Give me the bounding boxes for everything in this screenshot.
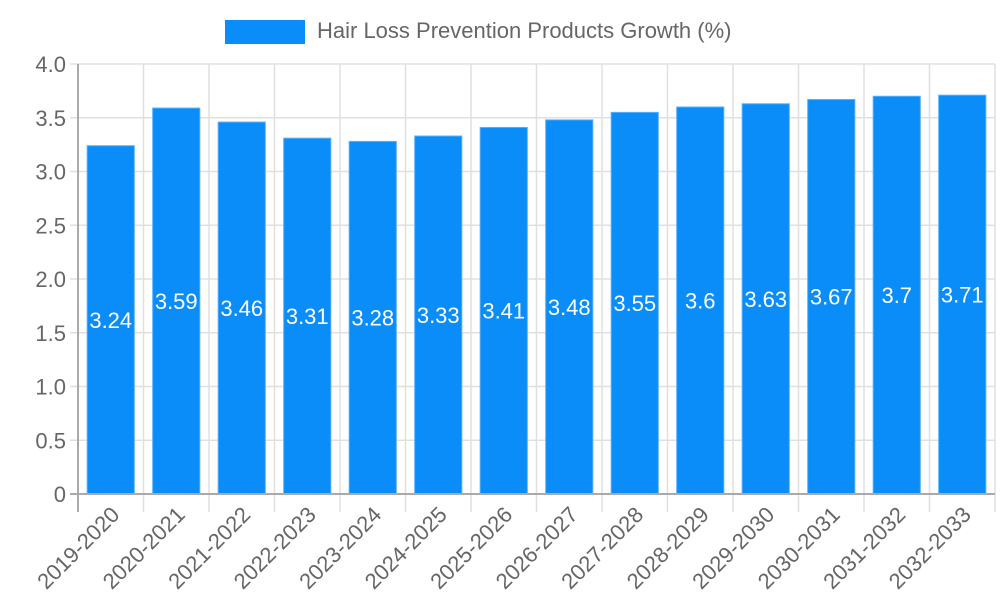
bar [545,119,594,495]
legend-label: Hair Loss Prevention Products Growth (%) [317,18,732,43]
bar [938,94,987,495]
bar [217,121,266,495]
data-label: 3.67 [810,285,853,310]
bar [414,135,463,495]
bar [283,137,332,495]
bars [86,94,987,495]
data-label: 3.31 [286,304,329,329]
bar [741,103,790,495]
bar [152,107,201,495]
data-label: 3.46 [220,296,263,321]
bar [872,95,921,495]
y-tick-label: 4.0 [35,52,66,77]
y-tick-label: 0 [54,482,66,507]
y-tick-label: 1.0 [35,375,66,400]
bar [676,106,725,495]
data-label: 3.48 [548,295,591,320]
grid-lines [70,63,996,512]
chart-legend[interactable]: Hair Loss Prevention Products Growth (%) [0,0,1000,60]
data-label: 3.24 [89,308,132,333]
y-tick-label: 0.5 [35,428,66,453]
data-label: 3.7 [881,283,912,308]
y-axis-ticks: 0 0.5 1.0 1.5 2.0 2.5 3.0 3.5 4.0 [35,52,66,507]
y-tick-label: 3.0 [35,160,66,185]
data-label: 3.71 [941,283,984,308]
data-label: 3.63 [744,287,787,312]
data-label: 3.28 [351,306,394,331]
x-axis-ticks: 2019-20202020-20212021-20222022-20232023… [32,502,976,594]
data-label: 3.41 [482,299,525,324]
data-label: 3.6 [685,289,716,314]
legend-swatch [225,20,305,44]
bar [86,145,135,495]
y-tick-label: 1.5 [35,321,66,346]
data-label: 3.55 [613,291,656,316]
data-label: 3.59 [155,289,198,314]
bar [610,111,659,495]
bar [807,98,856,495]
y-tick-label: 2.0 [35,267,66,292]
bar [479,126,528,495]
data-label: 3.33 [417,303,460,328]
y-tick-label: 3.5 [35,106,66,131]
y-tick-label: 2.5 [35,213,66,238]
data-labels: 3.243.59 3.46 3.31 3.28 3.33 3.41 3.48 3.55 3.6 3… [89,283,983,333]
axes [70,64,995,512]
